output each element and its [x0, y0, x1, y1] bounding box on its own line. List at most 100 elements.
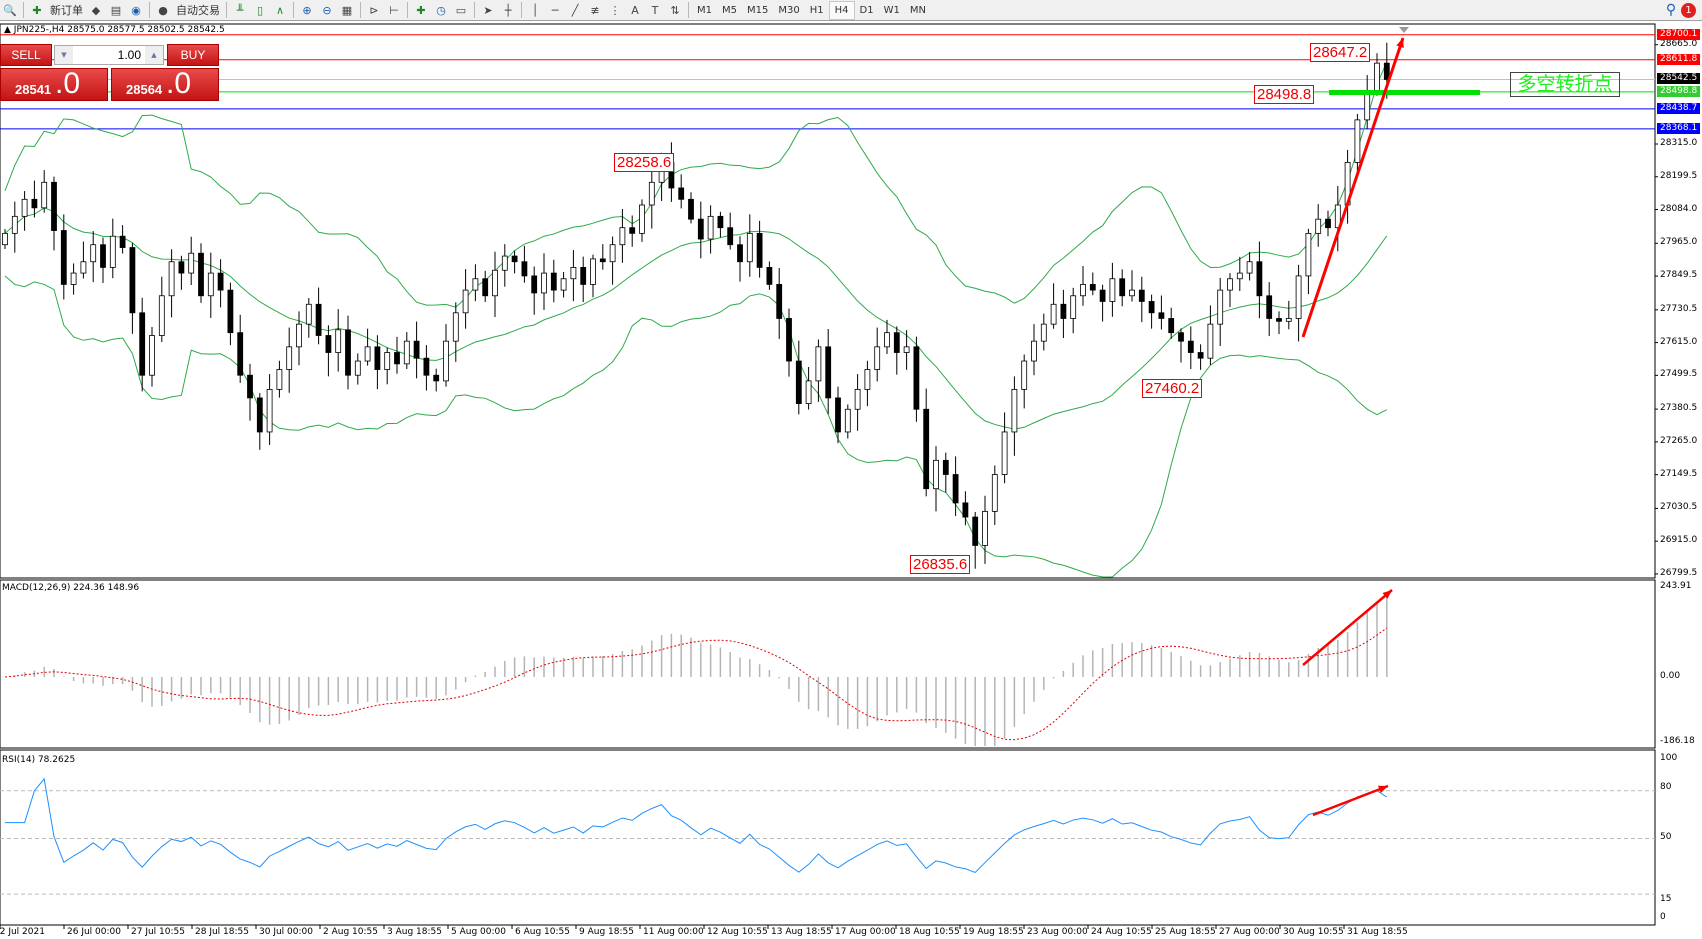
- bear-candle: [913, 346, 920, 410]
- new-order-button[interactable]: 新订单: [50, 4, 83, 17]
- bull-candle: [1295, 275, 1302, 319]
- bull-candle: [1080, 284, 1086, 297]
- bear-candle: [962, 502, 969, 518]
- toolbar-separator: [226, 2, 227, 18]
- macd-axis-label: 243.91: [1660, 581, 1692, 591]
- pivot-price-label[interactable]: 28498.8: [1254, 85, 1315, 104]
- bear-candle: [521, 261, 528, 277]
- bear-candle: [1187, 340, 1194, 353]
- signals-icon[interactable]: ◉: [131, 3, 141, 17]
- search-icon[interactable]: ⚲: [1665, 2, 1677, 18]
- toolbar-separator: [407, 2, 408, 18]
- price-line-tag-support: 28368.1: [1657, 122, 1701, 134]
- search-icon[interactable]: 🔍: [3, 3, 17, 17]
- bull-candle: [805, 380, 812, 404]
- time-axis-label: 30 Aug 10:55: [1283, 927, 1344, 937]
- sell-price[interactable]: 28541 .0: [0, 67, 108, 101]
- text-label-icon[interactable]: T: [651, 3, 659, 17]
- one-click-trading-panel: SELL ▼ 1.00 ▲ BUY 28541 .0 28564 .0: [0, 44, 219, 101]
- price-line-tag-pivot: 28498.8: [1657, 85, 1701, 97]
- timeframe-h4[interactable]: H4: [828, 0, 855, 20]
- lot-value[interactable]: 1.00: [117, 48, 141, 62]
- low-price-label[interactable]: 26835.6: [910, 555, 971, 574]
- time-axis-label: 3 Aug 18:55: [387, 927, 442, 937]
- cursor-icon[interactable]: ➤: [483, 3, 493, 17]
- notification-badge[interactable]: 1: [1681, 2, 1696, 18]
- trendline-icon[interactable]: ╱: [571, 3, 579, 17]
- price-axis-label: 27499.5: [1660, 369, 1698, 380]
- auto-trading-icon[interactable]: ●: [158, 3, 168, 17]
- templates-icon[interactable]: ▭: [455, 3, 467, 17]
- price-line-tag-resistance: 28700.1: [1657, 28, 1701, 40]
- timeframe-h1[interactable]: H1: [809, 4, 824, 16]
- bear-candle: [1089, 284, 1096, 291]
- pivot-text-label[interactable]: 多空转折点: [1510, 72, 1620, 97]
- bar-chart-icon[interactable]: ╨: [236, 3, 244, 17]
- trend-arrow-macd: [1302, 589, 1393, 666]
- time-axis-label: 26 Jul 00:00: [67, 927, 121, 937]
- data-window-icon[interactable]: ▤: [110, 3, 122, 17]
- bull-candle: [933, 459, 939, 490]
- bull-candle: [1001, 431, 1008, 475]
- toolbar-separator: [688, 2, 689, 18]
- horizontal-line-icon[interactable]: ─: [551, 3, 559, 17]
- auto-scroll-icon[interactable]: ⊢: [389, 3, 399, 17]
- new-order-icon[interactable]: ✚: [32, 3, 42, 17]
- periods-icon[interactable]: ◷: [436, 3, 446, 17]
- swing-low-price-label[interactable]: 27460.2: [1142, 379, 1203, 398]
- bull-candle: [403, 340, 410, 365]
- tile-windows-icon[interactable]: ▦: [341, 3, 353, 17]
- buy-price[interactable]: 28564 .0: [111, 67, 219, 101]
- time-axis-label: 17 Aug 00:00: [835, 927, 896, 937]
- bull-candle: [1217, 289, 1224, 325]
- bull-candle: [462, 289, 469, 314]
- crosshair-icon[interactable]: ┼: [504, 3, 512, 17]
- bull-candle: [1109, 278, 1116, 302]
- channel-icon[interactable]: ⋮: [609, 3, 621, 17]
- zoom-in-icon[interactable]: ⊕: [302, 3, 312, 17]
- bear-candle: [60, 230, 67, 285]
- collapse-triangle-icon[interactable]: ▲: [4, 25, 14, 35]
- bull-candle: [1285, 318, 1292, 322]
- lot-size-field[interactable]: ▼ 1.00 ▲: [54, 45, 164, 65]
- timeframe-m1[interactable]: M1: [697, 4, 712, 16]
- line-chart-icon[interactable]: ∧: [275, 3, 285, 17]
- arrows-icon[interactable]: ⇅: [670, 3, 680, 17]
- sell-button[interactable]: SELL: [0, 44, 52, 66]
- timeframe-m15[interactable]: M15: [747, 4, 769, 16]
- timeframe-m30[interactable]: M30: [778, 4, 800, 16]
- candlestick-icon[interactable]: ▯: [256, 3, 264, 17]
- indicators-icon[interactable]: ✚: [416, 3, 426, 17]
- bear-candle: [217, 272, 224, 291]
- chart-shift-icon[interactable]: ⊳: [369, 3, 379, 17]
- fibonacci-icon[interactable]: ≢: [590, 3, 600, 17]
- bear-candle: [1178, 332, 1184, 342]
- high-price-label[interactable]: 28647.2: [1310, 43, 1371, 62]
- vertical-line-icon[interactable]: │: [531, 3, 539, 17]
- bear-candle: [325, 335, 332, 353]
- bear-candle: [256, 397, 263, 433]
- lot-decrease-button[interactable]: ▼: [55, 46, 73, 64]
- rsi-axis-label: 100: [1660, 753, 1678, 763]
- auto-trading-button[interactable]: 自动交易: [176, 4, 220, 17]
- bull-candle: [1070, 295, 1077, 319]
- timeframe-w1[interactable]: W1: [883, 4, 900, 16]
- lot-increase-button[interactable]: ▲: [145, 46, 163, 64]
- time-axis-label: 12 Aug 10:55: [707, 927, 768, 937]
- timeframe-m5[interactable]: M5: [722, 4, 737, 16]
- buy-price-main: 28564: [126, 82, 163, 97]
- mid-high-price-label[interactable]: 28258.6: [614, 153, 675, 172]
- timeframe-mn[interactable]: MN: [909, 4, 926, 16]
- price-axis-label: 28315.0: [1660, 138, 1698, 148]
- market-watch-icon[interactable]: ◆: [91, 3, 101, 17]
- zoom-out-icon[interactable]: ⊖: [322, 3, 332, 17]
- price-axis-label: 27615.0: [1660, 336, 1698, 347]
- price-axis-label: 26799.5: [1660, 567, 1698, 578]
- text-icon[interactable]: A: [631, 3, 639, 17]
- bull-candle: [1236, 272, 1243, 280]
- time-axis-label: 19 Aug 18:55: [963, 927, 1024, 937]
- timeframe-d1[interactable]: D1: [859, 4, 874, 16]
- bear-candle: [51, 181, 57, 231]
- buy-button[interactable]: BUY: [167, 44, 219, 66]
